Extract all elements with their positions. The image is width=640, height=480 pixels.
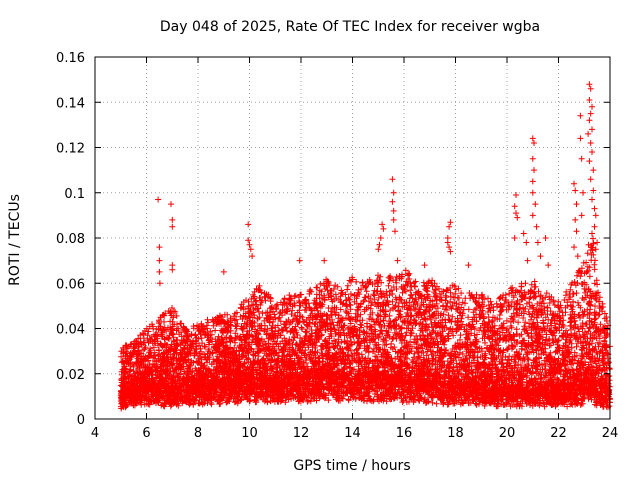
y-tick-label: 0.06 [56,277,85,292]
chart-title: Day 048 of 2025, Rate Of TEC Index for r… [160,19,540,35]
y-tick-label: 0.16 [56,51,85,66]
x-tick-label: 16 [396,426,413,441]
y-tick-label: 0 [77,413,85,428]
x-tick-label: 24 [602,426,619,441]
x-tick-label: 20 [499,426,516,441]
y-tick-label: 0.14 [56,96,85,111]
x-tick-label: 10 [241,426,258,441]
y-tick-label: 0.02 [56,368,85,383]
roti-data-markers [117,81,613,412]
y-tick-label: 0.12 [56,142,85,157]
x-tick-label: 18 [447,426,464,441]
data-points [117,81,613,412]
y-tick-label: 0.08 [56,232,85,247]
y-axis-label: ROTI / TECUs [7,194,23,286]
y-tick-label: 0.1 [64,187,85,202]
grid-lines [95,57,610,419]
x-tick-label: 22 [550,426,567,441]
x-tick-label: 12 [293,426,310,441]
x-tick-label: 8 [194,426,202,441]
y-tick-label: 0.04 [56,323,85,338]
x-tick-label: 6 [142,426,150,441]
x-tick-label: 4 [91,426,99,441]
x-axis-label: GPS time / hours [293,458,410,474]
axis-ticks: 4 6 8 10 12 14 16 18 20 22 24 0 0.02 0.04 0.06 0.08 0.1 0… [56,51,618,441]
x-tick-label: 14 [344,426,361,441]
